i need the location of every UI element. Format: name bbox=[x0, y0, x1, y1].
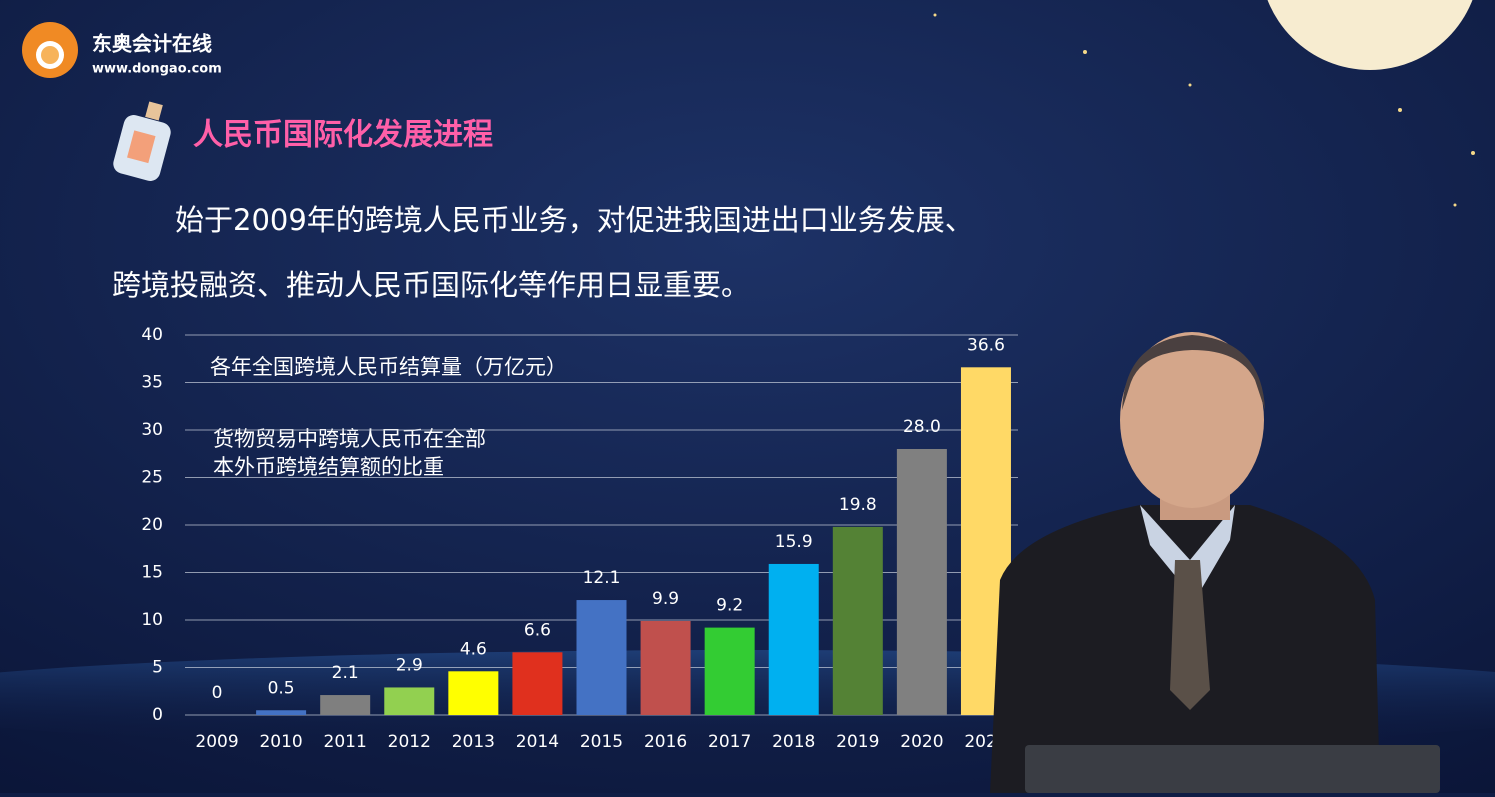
bar bbox=[640, 620, 691, 715]
value-label: 0 bbox=[212, 683, 223, 703]
y-tick-label: 5 bbox=[152, 658, 163, 678]
logo: 东奥会计在线 www.dongao.com bbox=[22, 22, 222, 78]
value-label: 2.1 bbox=[332, 663, 359, 683]
value-label: 19.8 bbox=[839, 495, 877, 515]
bar bbox=[704, 627, 755, 715]
value-label: 15.9 bbox=[775, 532, 813, 552]
value-label: 6.6 bbox=[524, 620, 551, 640]
y-tick-label: 10 bbox=[141, 610, 163, 630]
bar bbox=[832, 526, 883, 715]
paragraph-line: 始于2009年的跨境人民币业务，对促进我国进出口业务发展、 bbox=[175, 203, 974, 237]
annotation: 货物贸易中跨境人民币在全部 bbox=[213, 427, 486, 451]
y-tick-label: 35 bbox=[141, 373, 163, 393]
value-label: 12.1 bbox=[583, 568, 621, 588]
x-tick-label: 2011 bbox=[324, 732, 367, 752]
bar bbox=[448, 671, 499, 715]
moon bbox=[1267, 0, 1473, 70]
value-label: 4.6 bbox=[460, 639, 487, 659]
value-label: 0.5 bbox=[268, 678, 295, 698]
value-label: 9.2 bbox=[716, 596, 743, 616]
value-label: 36.6 bbox=[967, 335, 1005, 355]
value-label: 28.0 bbox=[903, 417, 941, 437]
x-tick-label: 2015 bbox=[580, 732, 623, 752]
x-tick-label: 2020 bbox=[900, 732, 943, 752]
bar bbox=[320, 695, 371, 715]
x-tick-label: 2009 bbox=[195, 732, 238, 752]
stars bbox=[933, 13, 1475, 207]
bar bbox=[256, 710, 307, 715]
paragraph-line: 跨境投融资、推动人民币国际化等作用日显重要。 bbox=[112, 268, 750, 302]
y-tick-label: 30 bbox=[141, 420, 163, 440]
y-tick-label: 40 bbox=[141, 325, 163, 345]
bar bbox=[512, 652, 563, 715]
y-tick-label: 20 bbox=[141, 515, 163, 535]
x-tick-label: 2012 bbox=[388, 732, 431, 752]
y-tick-label: 15 bbox=[141, 563, 163, 583]
y-tick-label: 25 bbox=[141, 468, 163, 488]
value-label: 2.9 bbox=[396, 655, 423, 675]
bar bbox=[896, 449, 947, 715]
annotation: 各年全国跨境人民币结算量（万亿元） bbox=[210, 355, 567, 379]
x-tick-label: 2010 bbox=[259, 732, 302, 752]
heading: 人民币国际化发展进程 bbox=[193, 118, 493, 153]
x-tick-label: 2019 bbox=[836, 732, 879, 752]
bar bbox=[576, 600, 627, 715]
y-tick-label: 0 bbox=[152, 705, 163, 725]
brand-url: www.dongao.com bbox=[92, 62, 222, 77]
presenter bbox=[990, 332, 1440, 793]
chart: 各年全国跨境人民币结算量（万亿元） 货物贸易中跨境人民币在全部 本外币跨境结算额… bbox=[141, 325, 1018, 752]
x-tick-label: 2018 bbox=[772, 732, 815, 752]
value-label: 9.9 bbox=[652, 589, 679, 609]
x-tick-label: 2013 bbox=[452, 732, 495, 752]
x-tick-label: 2014 bbox=[516, 732, 559, 752]
annotation: 本外币跨境结算额的比重 bbox=[213, 455, 444, 479]
brand-name: 东奥会计在线 bbox=[92, 32, 212, 56]
bar bbox=[384, 687, 435, 715]
x-tick-label: 2017 bbox=[708, 732, 751, 752]
bottle-icon bbox=[113, 101, 171, 181]
bar bbox=[768, 563, 819, 715]
x-tick-label: 2016 bbox=[644, 732, 687, 752]
